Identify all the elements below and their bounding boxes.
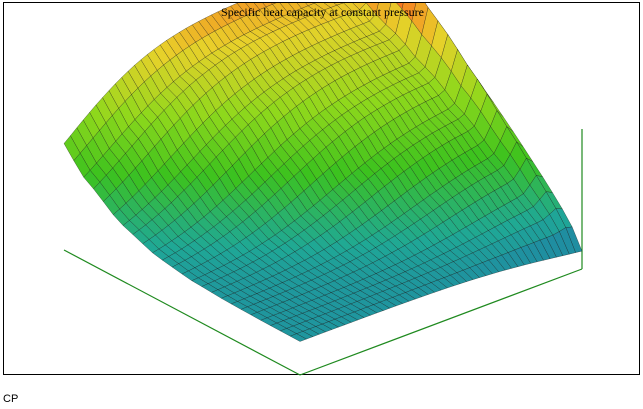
chart-title: Specific heat capacity at constant press…: [221, 5, 424, 19]
axis-edge-right: [299, 268, 583, 376]
caption-label: CP: [3, 393, 19, 405]
surface-mesh: [63, 3, 583, 342]
surface-plot: [63, 3, 583, 376]
surface-facet: [396, 3, 404, 10]
surface-facet: [289, 333, 307, 342]
plot-frame: Specific heat capacity at constant press…: [3, 2, 640, 376]
axes-box: [63, 129, 583, 376]
axis-edge-left: [63, 249, 301, 376]
